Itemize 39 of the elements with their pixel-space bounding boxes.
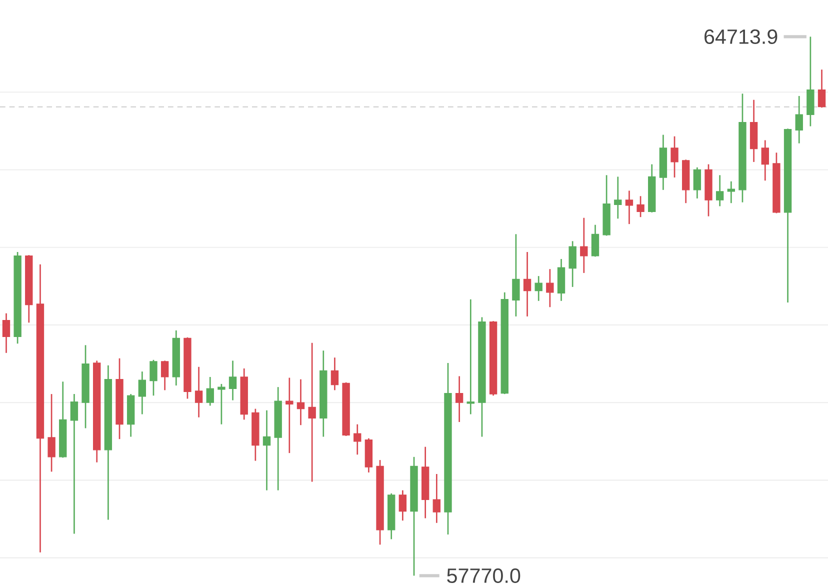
candlestick [330, 356, 339, 391]
candlestick [546, 268, 554, 308]
candlestick [206, 376, 214, 406]
candlestick [625, 190, 634, 225]
candlestick [727, 180, 735, 204]
candlestick [160, 360, 169, 391]
candlestick [194, 366, 203, 418]
candlestick [228, 360, 237, 401]
candlestick [716, 174, 724, 207]
candlestick [432, 473, 441, 524]
candlestick [354, 424, 362, 456]
candlestick [670, 136, 678, 178]
candlestick [795, 95, 803, 144]
candlestick [693, 166, 702, 200]
candlestick [523, 251, 532, 318]
candlestick [761, 140, 769, 182]
candlestick [48, 393, 56, 472]
candlestick [296, 378, 305, 426]
candlestick [534, 275, 542, 302]
annotation: 57770.0 [447, 568, 520, 584]
annotation: 64713.9 [704, 29, 778, 44]
candlestick [70, 393, 78, 534]
candlestick [466, 298, 474, 415]
candlestick [580, 217, 588, 274]
candlestick [218, 383, 226, 425]
candlestick [591, 224, 600, 258]
candlestick [568, 240, 576, 288]
candlestick [512, 233, 520, 318]
candlestick [286, 377, 294, 454]
candlestick [2, 312, 10, 354]
candlestick [614, 176, 622, 220]
candlestick [455, 376, 464, 423]
candlestick [398, 490, 407, 522]
candlestick [636, 195, 644, 218]
candlestick [308, 342, 316, 482]
candlestick [262, 410, 271, 491]
candlestick [138, 370, 146, 415]
candlestick [818, 68, 826, 108]
candlestick [150, 359, 158, 396]
